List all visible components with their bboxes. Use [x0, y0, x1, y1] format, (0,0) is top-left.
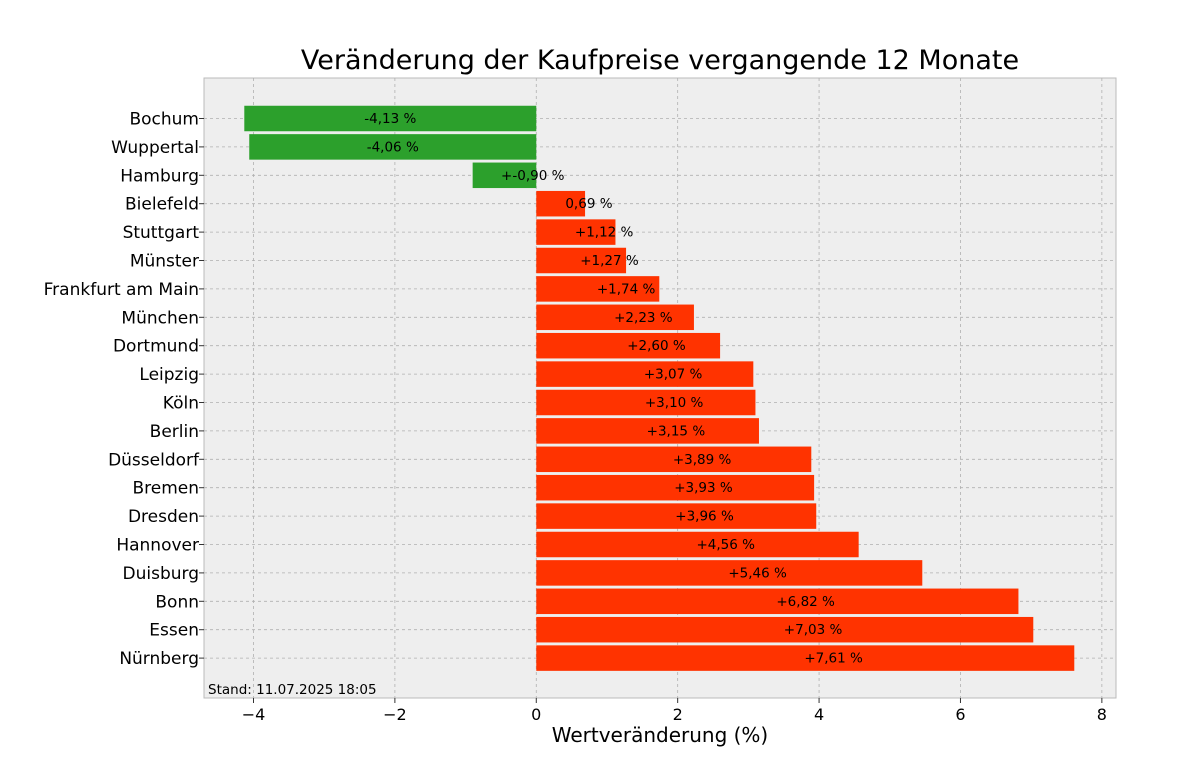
bar	[536, 418, 759, 444]
bar	[536, 389, 756, 416]
bar	[536, 304, 694, 331]
data-label: +7,03 %	[784, 622, 843, 638]
data-label: +2,60 %	[627, 338, 686, 354]
data-label: +3,89 %	[673, 452, 732, 468]
x-tick-label: 6	[955, 705, 965, 724]
category-label: Essen	[149, 621, 199, 641]
data-label: +7,61 %	[804, 651, 863, 667]
data-label: +3,15 %	[647, 423, 706, 439]
category-label: Dortmund	[113, 337, 199, 357]
data-label: -4,13 %	[364, 111, 416, 127]
x-tick-label: 2	[673, 705, 683, 724]
bar	[536, 332, 721, 359]
data-label: +3,10 %	[645, 395, 704, 411]
category-label: Bochum	[129, 110, 199, 130]
data-label: +3,96 %	[675, 509, 734, 525]
bar	[536, 247, 627, 274]
x-tick-label: 0	[531, 705, 541, 724]
data-label: +3,93 %	[674, 480, 733, 496]
data-label: +-0,90 %	[501, 168, 565, 184]
category-label: Berlin	[150, 422, 199, 442]
category-label: Hamburg	[120, 166, 199, 186]
category-label: Bremen	[132, 479, 199, 499]
timestamp-footnote: Stand: 11.07.2025 18:05	[208, 682, 377, 698]
bar	[536, 531, 859, 558]
category-label: München	[121, 308, 199, 328]
category-label: Köln	[163, 394, 199, 414]
bar	[536, 588, 1019, 615]
category-label: Düsseldorf	[108, 450, 200, 470]
bar	[536, 560, 923, 586]
data-label: +1,74 %	[597, 281, 656, 297]
bar	[472, 162, 537, 189]
bar	[536, 219, 616, 245]
bar	[536, 361, 754, 387]
data-label: +5,46 %	[728, 565, 787, 581]
bar	[536, 503, 817, 529]
x-axis-label: Wertveränderung (%)	[552, 723, 769, 747]
category-label: Wuppertal	[111, 138, 199, 158]
category-label: Leipzig	[139, 365, 199, 385]
data-label: +4,56 %	[696, 537, 755, 553]
bar	[536, 446, 812, 473]
x-tick-label: −4	[242, 705, 266, 724]
bars	[244, 105, 1075, 671]
bar	[536, 645, 1075, 671]
data-label: -4,06 %	[367, 139, 419, 155]
data-label: +3,07 %	[644, 367, 703, 383]
data-label: +1,12 %	[575, 225, 634, 241]
category-label: Stuttgart	[123, 223, 200, 243]
category-label: Hannover	[116, 536, 199, 556]
data-label: +6,82 %	[776, 594, 835, 610]
bar	[249, 134, 537, 160]
category-label: Bonn	[155, 592, 199, 612]
category-label: Frankfurt am Main	[44, 280, 199, 300]
chart-title: Veränderung der Kaufpreise vergangende 1…	[301, 45, 1019, 76]
data-label: 0,69 %	[565, 196, 612, 212]
bar	[536, 190, 586, 217]
x-tick-label: −2	[383, 705, 407, 724]
category-labels: Bochum Wuppertal Hamburg Bielefeld Stuttgart…	[44, 110, 200, 670]
bar	[244, 105, 537, 132]
x-tick-label: 4	[814, 705, 824, 724]
category-label: Dresden	[128, 507, 199, 527]
x-axis-ticks: −4 −2 0 2 4 6 8	[199, 118, 1107, 724]
category-label: Münster	[130, 252, 199, 272]
x-tick-label: 8	[1097, 705, 1107, 724]
bar	[536, 276, 660, 302]
category-label: Nürnberg	[119, 649, 199, 669]
data-label: +2,23 %	[614, 310, 673, 326]
data-labels: -4,13 % -4,06 % +-0,90 %0,69 % +1,12 % +1,27…	[364, 111, 863, 667]
data-label: +1,27 %	[580, 253, 639, 269]
category-label: Bielefeld	[125, 195, 199, 215]
bar	[536, 474, 815, 501]
category-label: Duisburg	[123, 564, 200, 584]
bar	[536, 616, 1034, 643]
